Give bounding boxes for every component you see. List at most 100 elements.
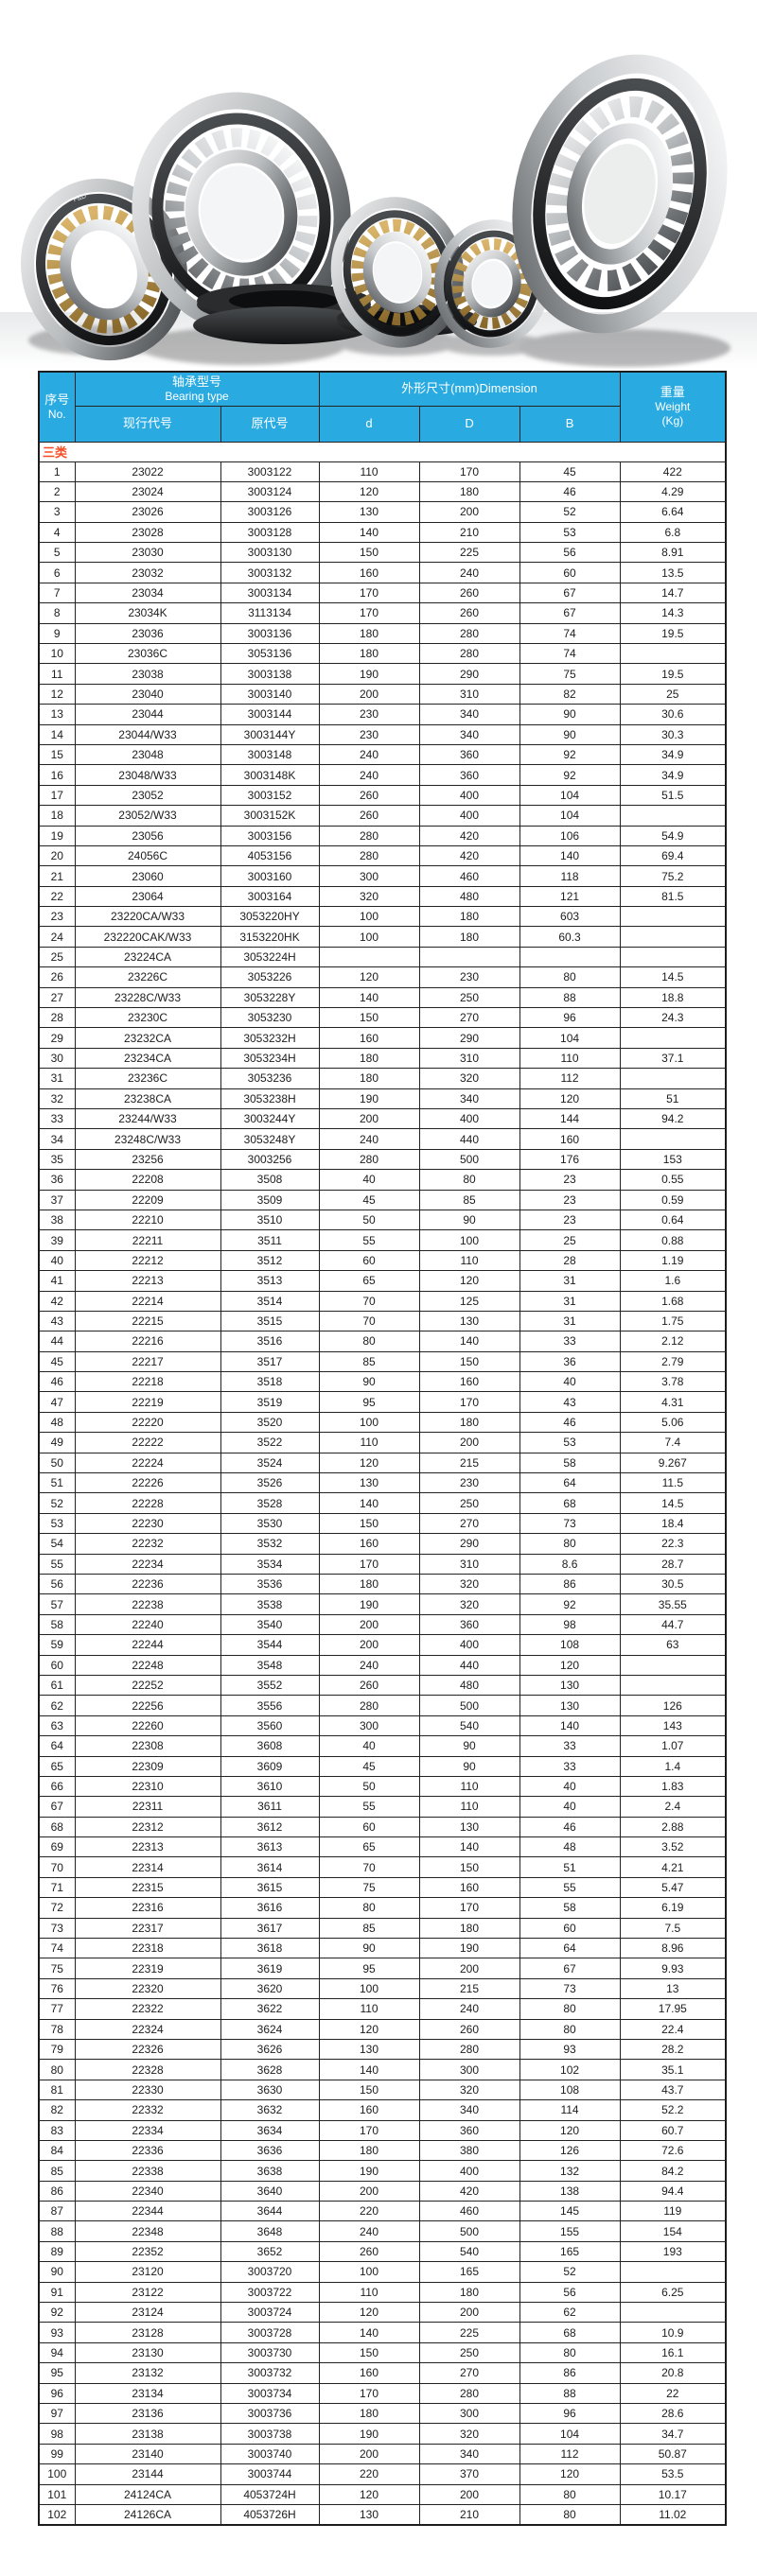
cell-original-code: 3528 (220, 1492, 320, 1514)
cell-original-code: 3616 (220, 1897, 320, 1919)
cell-D: 215 (418, 1977, 520, 2000)
cell-d: 50 (318, 1209, 420, 1231)
cell-D: 500 (418, 1148, 520, 1171)
cell-weight (619, 2261, 727, 2283)
cell-D: 240 (418, 1998, 520, 2020)
cell-D: 400 (418, 2160, 520, 2182)
cell-weight: 10.9 (619, 2322, 727, 2343)
cell-no: 95 (38, 2362, 76, 2384)
cell-current-code: 23022 (74, 461, 221, 482)
cell-D: 150 (418, 1350, 520, 1373)
cell-current-code: 22214 (74, 1290, 221, 1312)
cell-weight (619, 1654, 727, 1676)
cell-current-code: 23052 (74, 784, 221, 807)
table-row: 10 23036C 3053136 180 280 74 (38, 643, 727, 665)
cell-weight: 1.4 (619, 1755, 727, 1777)
cell-original-code: 3515 (220, 1310, 320, 1332)
cell-current-code: 22309 (74, 1755, 221, 1777)
cell-d: 190 (318, 1088, 420, 1110)
cell-d: 55 (318, 1796, 420, 1818)
cell-B: 31 (519, 1270, 621, 1292)
cell-original-code: 3556 (220, 1695, 320, 1716)
cell-original-code: 3003744 (220, 2463, 320, 2485)
cell-current-code: 23044 (74, 704, 221, 725)
cell-D: 500 (418, 1695, 520, 1716)
cell-B: 67 (519, 1958, 621, 1979)
cell-weight (619, 805, 727, 827)
cell-no: 14 (38, 723, 76, 745)
cell-current-code: 23120 (74, 2261, 221, 2283)
cell-d: 260 (318, 805, 420, 827)
cell-original-code: 3153220HK (220, 926, 320, 948)
cell-weight: 44.7 (619, 1613, 727, 1636)
cell-original-code: 3644 (220, 2201, 320, 2222)
cell-weight: 13 (619, 1977, 727, 2000)
table-row: 23 23220CA/W33 3053220HY 100 180 603 (38, 906, 727, 928)
bearings-illustration: F&D (0, 0, 757, 369)
col-header-bearing-type: 轴承型号 Bearing type (74, 371, 320, 407)
cell-d: 65 (318, 1270, 420, 1292)
cell-D: 300 (418, 2059, 520, 2080)
cell-current-code: 23130 (74, 2341, 221, 2364)
table-row: 98 23138 3003738 190 320 104 34.7 (38, 2423, 727, 2445)
cell-d: 110 (318, 1432, 420, 1453)
cell-no: 102 (38, 2503, 76, 2526)
cell-D: 290 (418, 1027, 520, 1049)
cell-no: 3 (38, 501, 76, 523)
table-row: 19 23056 3003156 280 420 106 54.9 (38, 825, 727, 846)
cell-B: 60 (519, 1917, 621, 1940)
table-row: 12 23040 3003140 200 310 82 25 (38, 683, 727, 705)
cell-weight: 0.64 (619, 1209, 727, 1231)
cell-D: 460 (418, 2201, 520, 2222)
cell-original-code: 3619 (220, 1958, 320, 1979)
cell-D: 140 (418, 1836, 520, 1858)
cell-original-code: 3003156 (220, 825, 320, 846)
cell-weight: 75.2 (619, 865, 727, 887)
cell-current-code: 23232CA (74, 1027, 221, 1049)
cell-no: 11 (38, 663, 76, 685)
cell-no: 29 (38, 1027, 76, 1049)
cell-B (519, 946, 621, 968)
cell-B: 58 (519, 1897, 621, 1919)
table-row: 91 23122 3003722 110 180 56 6.25 (38, 2281, 727, 2304)
cell-weight (619, 643, 727, 665)
cell-no: 68 (38, 1816, 76, 1838)
cell-D: 210 (418, 2503, 520, 2526)
cell-weight: 7.5 (619, 1917, 727, 1940)
cell-current-code: 23124 (74, 2302, 221, 2324)
cell-original-code: 3053228Y (220, 986, 320, 1009)
cell-current-code: 22324 (74, 2018, 221, 2040)
table-row: 70 22314 3614 70 150 51 4.21 (38, 1856, 727, 1878)
cell-B: 160 (519, 1128, 621, 1150)
cell-d: 150 (318, 542, 420, 564)
cell-B: 52 (519, 2261, 621, 2283)
cell-B: 112 (519, 2443, 621, 2465)
cell-no: 73 (38, 1917, 76, 1940)
cell-current-code: 22314 (74, 1856, 221, 1878)
table-row: 66 22310 3610 50 110 40 1.83 (38, 1775, 727, 1798)
cell-d: 180 (318, 2139, 420, 2162)
table-row: 6 23032 3003132 160 240 60 13.5 (38, 562, 727, 583)
cell-weight: 28.6 (619, 2402, 727, 2425)
cell-d: 260 (318, 2240, 420, 2263)
cell-original-code: 3622 (220, 1998, 320, 2020)
cell-original-code: 3003124 (220, 480, 320, 503)
cell-B: 92 (519, 743, 621, 766)
cell-d: 70 (318, 1856, 420, 1878)
cell-d: 180 (318, 622, 420, 645)
cell-no: 67 (38, 1796, 76, 1818)
cell-D: 215 (418, 1452, 520, 1474)
cell-current-code: 23224CA (74, 946, 221, 968)
cell-B: 86 (519, 1573, 621, 1595)
cell-no: 31 (38, 1068, 76, 1089)
cell-no: 83 (38, 2119, 76, 2141)
cell-no: 36 (38, 1169, 76, 1191)
cell-current-code: 23064 (74, 885, 221, 908)
cell-D: 180 (418, 1411, 520, 1434)
cell-no: 89 (38, 2240, 76, 2263)
cell-weight: 5.06 (619, 1411, 727, 1434)
table-row: 102 24126CA 4053726H 130 210 80 11.02 (38, 2503, 727, 2526)
cell-B: 120 (519, 1654, 621, 1676)
cell-no: 8 (38, 602, 76, 624)
cell-B: 132 (519, 2160, 621, 2182)
